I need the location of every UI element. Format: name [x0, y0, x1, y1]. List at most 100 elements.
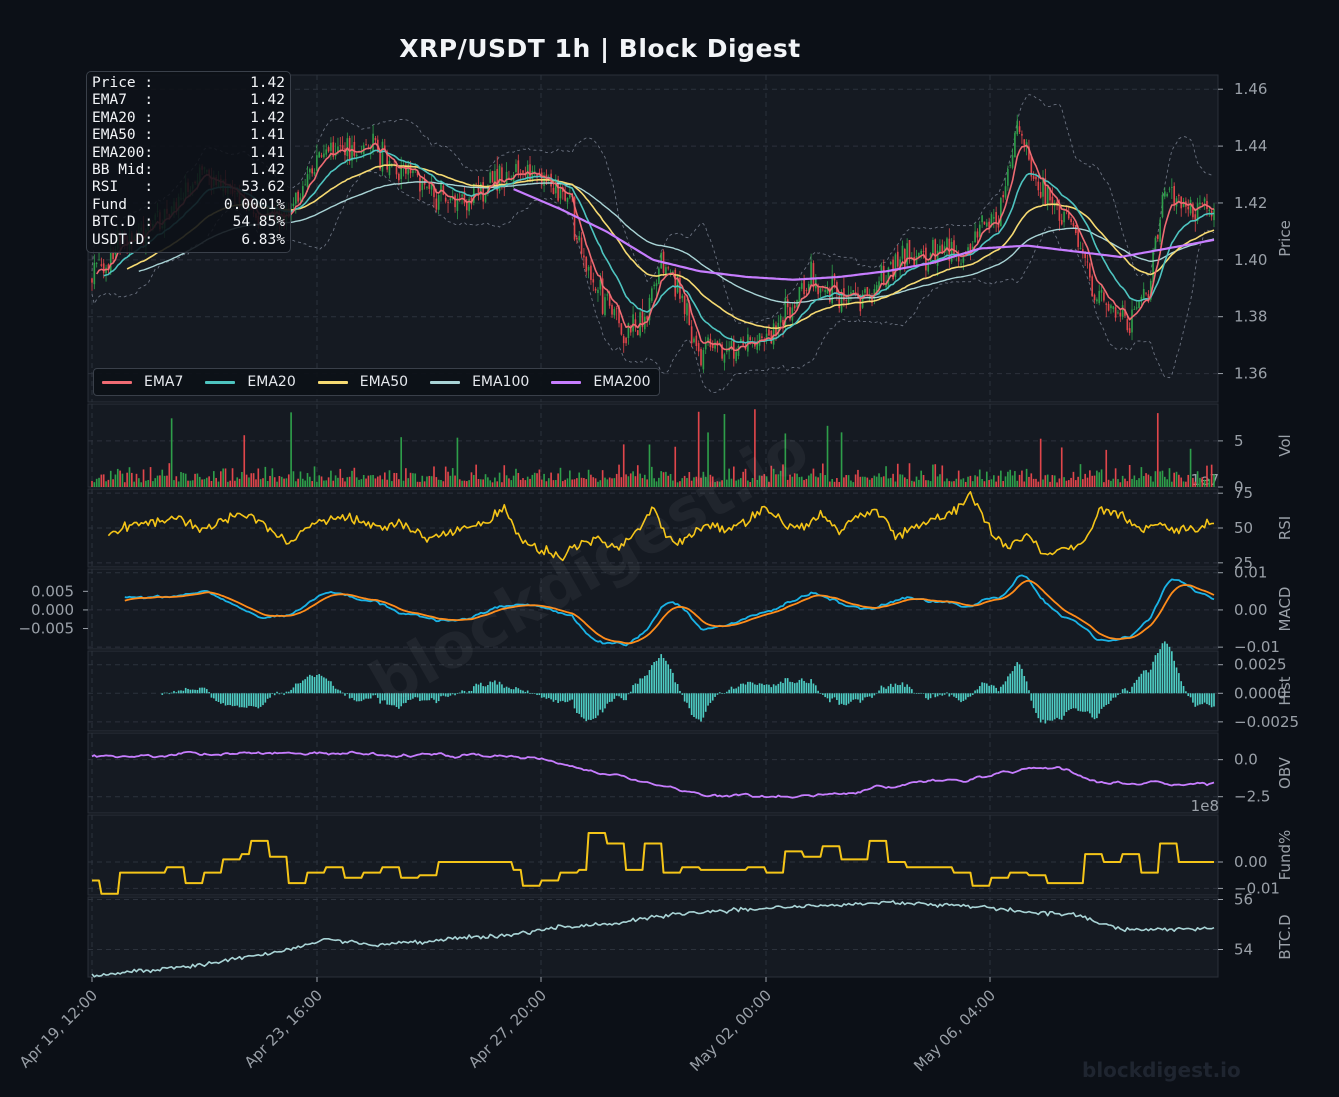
hist-bar [182, 690, 185, 694]
volume-bar [728, 468, 730, 487]
hist-bar [576, 693, 578, 713]
candle-body [540, 172, 543, 185]
candle-body [922, 251, 925, 253]
hist-bar [629, 691, 632, 694]
candle-body [786, 299, 789, 308]
hist-bar [992, 685, 995, 694]
volume-bar [826, 425, 829, 487]
hist-bar [571, 693, 574, 700]
volume-bar [636, 465, 639, 487]
hist-bar [194, 689, 196, 694]
candle-body [522, 170, 524, 173]
volume-bar [950, 481, 953, 487]
volume-bar [1194, 481, 1197, 487]
hist-bar [414, 693, 417, 698]
hist-bar [461, 690, 463, 694]
volume-bar [451, 468, 454, 487]
volume-bar [135, 473, 138, 487]
y-tick-label-macd: −0.01 [1234, 638, 1280, 656]
candle-body [805, 290, 808, 291]
volume-bar [725, 479, 728, 487]
hist-bar [365, 693, 367, 699]
candle-body [941, 244, 944, 254]
candle-body [508, 177, 510, 179]
indicator-info-box: Price : 1.42 EMA7 : 1.42 EMA20 : 1.42 EMA50 : 1… [86, 71, 291, 253]
candle-body [102, 263, 105, 273]
hist-bar [407, 693, 410, 701]
x-tick-label: Apr 23, 16:00 [241, 986, 326, 1071]
volume-bar [203, 479, 206, 487]
candle-body [316, 155, 318, 171]
hist-bar [205, 689, 208, 694]
candle-body [569, 195, 571, 198]
candle-body [861, 293, 864, 308]
candle-body [494, 171, 496, 183]
hist-bar [374, 693, 377, 696]
hist-bar [822, 693, 824, 695]
volume-bar [358, 479, 360, 487]
candle-body [1154, 237, 1157, 252]
hist-bar [519, 689, 522, 694]
candle-body [1128, 328, 1131, 334]
hist-bar [163, 692, 166, 694]
hist-bar [693, 693, 695, 718]
axis-label-volume: Vol [1276, 434, 1294, 456]
hist-bar [1210, 693, 1213, 708]
volume-bar [114, 474, 117, 487]
btc-dominance-line [91, 900, 1215, 978]
volume-bar [964, 481, 967, 487]
hist-bar [1051, 693, 1054, 721]
hist-bar [707, 693, 709, 706]
volume-bar [538, 469, 541, 487]
hist-bar [604, 693, 606, 709]
hist-bar [444, 693, 447, 697]
volume-bar [138, 478, 140, 487]
candle-body [100, 264, 103, 266]
candle-body [957, 255, 960, 262]
hist-bar [840, 693, 843, 704]
volume-bar [353, 467, 356, 487]
hist-bar [1203, 693, 1206, 703]
volume-bar [489, 480, 492, 487]
volume-bar [526, 476, 529, 487]
volume-bar [740, 478, 742, 487]
legend-swatch [551, 380, 582, 384]
hist-bar [313, 677, 316, 694]
candle-body [1060, 220, 1063, 225]
candle-body [517, 160, 520, 174]
volume-bar [800, 476, 803, 487]
volume-bar [1032, 478, 1035, 487]
legend-label: EMA200 [593, 374, 651, 390]
volume-bar [754, 409, 756, 487]
volume-bar [311, 481, 314, 487]
candle-body [943, 246, 946, 253]
candle-body [407, 164, 410, 175]
volume-bar [299, 471, 302, 487]
volume-bar [573, 479, 576, 487]
hist-bar [398, 693, 400, 709]
candle-body [981, 215, 983, 223]
volume-bar [1035, 478, 1037, 487]
candle-body [1105, 303, 1108, 305]
candle-body [1091, 276, 1094, 297]
candle-body [1140, 296, 1143, 301]
hist-bar [257, 693, 260, 709]
hist-bar [646, 675, 648, 694]
hist-bar [276, 691, 278, 694]
volume-bar [749, 482, 752, 487]
hist-bar [412, 693, 414, 699]
hist-bar [536, 693, 538, 696]
candle-body [1044, 178, 1047, 206]
candle-body [1178, 194, 1180, 196]
candle-body [428, 184, 431, 189]
volume-bar [714, 482, 716, 487]
volume-bar [667, 475, 670, 487]
volume-bar [147, 480, 150, 487]
hist-bar [210, 693, 213, 698]
hist-bar [716, 693, 719, 695]
hist-bar [1121, 689, 1124, 694]
candle-body [592, 279, 595, 283]
volume-bar [140, 482, 143, 487]
hist-bar [564, 693, 566, 703]
volume-bar [669, 473, 672, 487]
